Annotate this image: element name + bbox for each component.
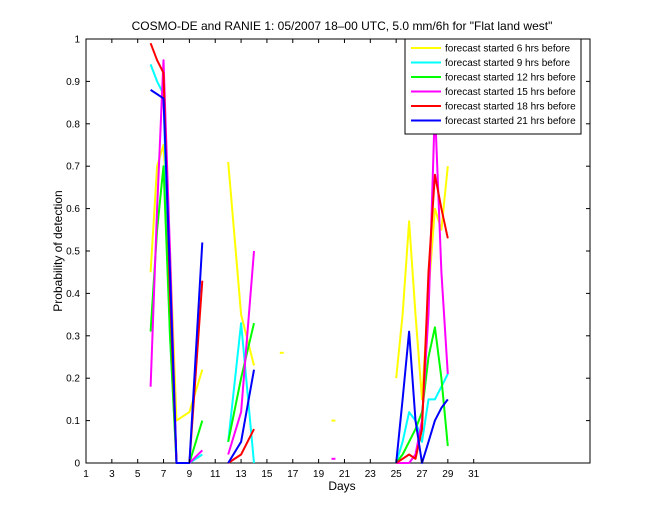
y-tick-label: 0.8 [66,119,80,130]
x-tick-label: 27 [416,469,428,480]
y-tick-label: 1 [74,35,80,46]
y-tick-label: 0.9 [66,77,80,88]
x-tick-label: 29 [442,469,454,480]
series-segment [227,428,255,464]
legend-label: forecast started 18 hrs before [445,102,576,113]
y-tick-label: 0.4 [66,289,80,300]
y-tick-label: 0.3 [66,331,80,342]
series-segment [227,369,255,464]
series-segment [395,373,449,464]
series-segment [395,173,449,464]
x-tick-label: 25 [391,469,403,480]
chart-title: COSMO-DE and RANIE 1: 05/2007 18–00 UTC,… [132,19,553,33]
x-tick-label: 9 [187,469,193,480]
x-tick-label: 19 [313,469,325,480]
x-tick-label: 3 [109,469,115,480]
y-tick-label: 0.6 [66,204,80,215]
series-segment [227,322,255,442]
x-tick-label: 17 [287,469,299,480]
x-tick-label: 1 [83,469,89,480]
series-segment [227,161,255,366]
legend-box [404,38,582,135]
legend-label: forecast started 21 hrs before [445,116,576,127]
y-tick-label: 0.2 [66,374,80,385]
x-tick-label: 5 [135,469,141,480]
legend: forecast started 6 hrs before forecast st… [404,38,582,135]
y-tick-label: 0.1 [66,416,80,427]
series-segment [227,322,255,464]
x-tick-label: 11 [210,469,221,480]
x-tick-label: 23 [365,469,377,480]
y-axis-label: Probability of detection [51,190,65,311]
y-tick-label: 0.7 [66,162,80,173]
y-axis: 0 0.1 0.2 0.3 0.4 0.5 0.6 0.7 0.8 0.9 1 [66,35,590,470]
legend-label: forecast started 15 hrs before [445,87,576,98]
x-tick-label: 31 [468,469,480,480]
legend-label: forecast started 9 hrs before [445,58,571,69]
series-segment [227,250,255,455]
legend-label: forecast started 12 hrs before [445,73,576,84]
legend-label: forecast started 6 hrs before [445,44,571,55]
y-tick-label: 0 [74,459,80,470]
x-tick-label: 21 [339,469,351,480]
x-tick-label: 15 [261,469,273,480]
x-tick-label: 13 [236,469,248,480]
x-axis-label: Days [328,479,355,493]
x-tick-label: 7 [161,469,167,480]
y-tick-label: 0.5 [66,247,80,258]
x-axis: 1 3 5 7 9 11 13 15 17 19 21 23 25 27 29 31 [83,39,480,480]
